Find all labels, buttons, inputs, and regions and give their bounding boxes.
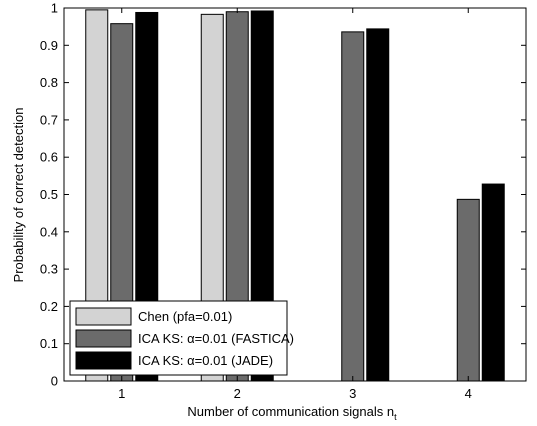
- bar-series3-cat4: [481, 183, 505, 382]
- x-tick-label: 3: [349, 386, 356, 401]
- y-tick-label: 0.6: [40, 150, 58, 165]
- y-tick-label: 0.3: [40, 262, 58, 277]
- legend-swatch-series3: [75, 351, 132, 370]
- legend-label-series1: Chen (pfa=0.01): [138, 309, 232, 324]
- bar-series3-cat3: [366, 28, 390, 382]
- x-tick-label: 2: [234, 386, 241, 401]
- legend-label-series2: ICA KS: α=0.01 (FASTICA): [138, 331, 294, 346]
- x-axis-label-main: Number of communication signals n: [187, 404, 394, 419]
- y-tick-label: 0.5: [40, 187, 58, 202]
- y-axis-ticks: 0 0.1 0.2 0.3 0.4 0.5 0.6 0.7 0.8 0.9 1: [40, 1, 526, 389]
- y-tick-label: 1: [51, 1, 58, 16]
- y-tick-label: 0: [51, 374, 58, 389]
- y-tick-label: 0.4: [40, 224, 58, 239]
- y-axis-label: Probability of correct detection: [11, 108, 26, 283]
- legend-label-series3: ICA KS: α=0.01 (JADE): [138, 353, 273, 368]
- y-tick-label: 0.8: [40, 75, 58, 90]
- y-tick-label: 0.2: [40, 299, 58, 314]
- x-axis-label-subscript: t: [394, 412, 397, 422]
- legend: Chen (pfa=0.01) ICA KS: α=0.01 (FASTICA) I…: [69, 300, 294, 376]
- x-axis-ticks: 1 2 3 4: [118, 8, 472, 401]
- bars-group: [85, 9, 505, 382]
- x-tick-label: 1: [118, 386, 125, 401]
- bar-series2-cat3: [341, 31, 365, 382]
- x-axis-label: Number of communication signals nt: [187, 404, 397, 422]
- legend-swatch-series2: [75, 329, 132, 348]
- legend-swatch-series1: [75, 307, 132, 326]
- y-tick-label: 0.9: [40, 38, 58, 53]
- bar-series2-cat4: [456, 198, 480, 382]
- x-tick-label: 4: [465, 386, 472, 401]
- y-tick-label: 0.1: [40, 336, 58, 351]
- y-tick-label: 0.7: [40, 112, 58, 127]
